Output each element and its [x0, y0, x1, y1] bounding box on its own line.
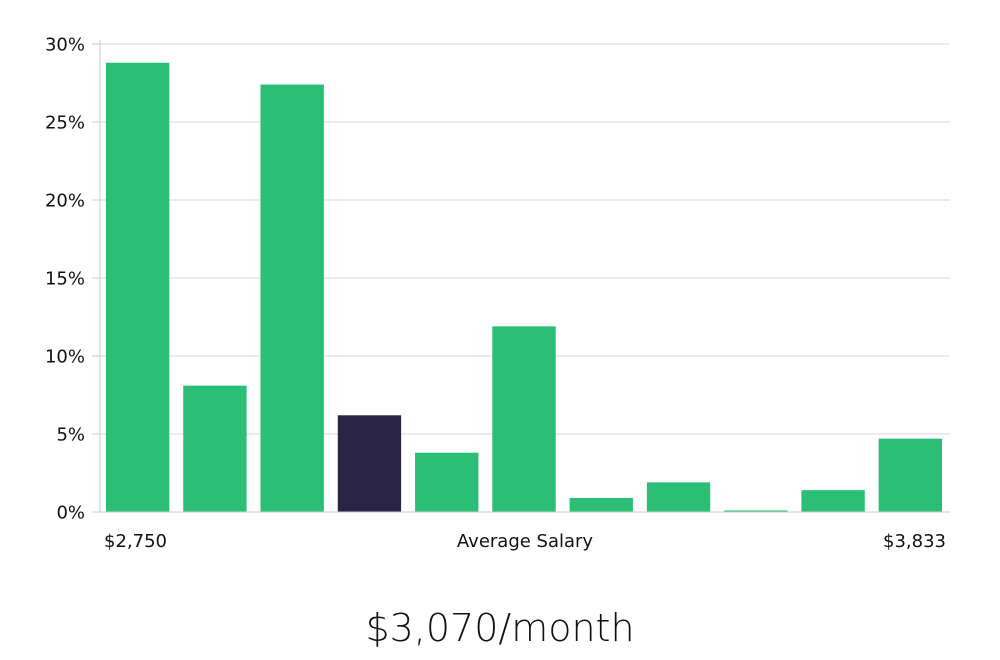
grid-lines: [100, 43, 950, 435]
bar: [260, 84, 324, 512]
y-tick-label: 25%: [45, 113, 85, 134]
y-tick-label: 0%: [56, 503, 85, 524]
y-tick-label: 30%: [45, 35, 85, 56]
y-tick-label: 15%: [45, 269, 85, 290]
y-tick-label: 10%: [45, 347, 85, 368]
bar: [801, 490, 865, 512]
bar-chart: 0% 5% 10% 15% 20% 25% 30% $2,750 Average Salar…: [45, 35, 950, 552]
average-salary-value: $3,070/month: [365, 606, 635, 650]
bar: [569, 497, 633, 512]
x-end-label: $3,833: [883, 531, 946, 552]
bar-highlighted: [337, 415, 402, 512]
bars: [105, 62, 943, 512]
y-tick-label: 20%: [45, 191, 85, 212]
bar: [646, 482, 711, 512]
y-tick-label: 5%: [56, 425, 85, 446]
x-start-label: $2,750: [104, 531, 167, 552]
x-axis-label: Average Salary: [457, 531, 594, 552]
y-axis-ticks: 0% 5% 10% 15% 20% 25% 30%: [45, 35, 100, 524]
bar: [724, 510, 788, 512]
bar: [492, 326, 556, 512]
bar: [415, 452, 479, 512]
bar: [183, 385, 247, 512]
axes: [99, 40, 950, 513]
bar: [878, 438, 943, 512]
bar: [105, 62, 170, 512]
